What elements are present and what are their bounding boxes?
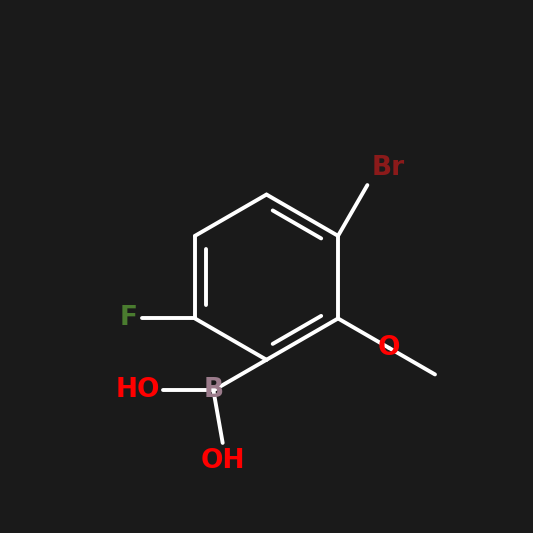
Text: Br: Br	[372, 155, 405, 181]
Text: F: F	[119, 305, 138, 332]
Text: O: O	[377, 335, 400, 361]
Text: B: B	[204, 377, 223, 403]
Text: OH: OH	[200, 448, 245, 474]
Text: HO: HO	[116, 377, 160, 403]
